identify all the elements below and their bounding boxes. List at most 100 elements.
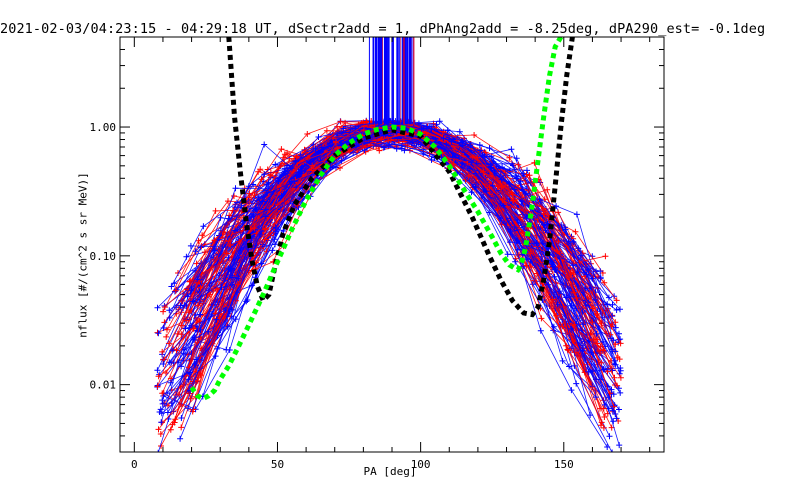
measurement-point xyxy=(200,223,207,230)
measurement-point xyxy=(616,356,623,363)
measurement-point xyxy=(468,159,474,166)
y-tick-label: 0.10 xyxy=(90,250,117,263)
measurement-point xyxy=(602,253,609,260)
measurement-point xyxy=(612,348,619,355)
measurement-point xyxy=(225,238,232,245)
measurement-point xyxy=(612,324,619,331)
measurement-point xyxy=(168,359,175,366)
measurement-point xyxy=(214,345,221,352)
measurement-point xyxy=(617,365,624,371)
measurement-point xyxy=(223,250,230,257)
measurement-point xyxy=(178,322,185,329)
measurement-point xyxy=(281,168,288,175)
measurement-point xyxy=(253,206,260,213)
measurement-point xyxy=(265,185,272,192)
measurement-point xyxy=(160,308,167,315)
measurement-point xyxy=(262,213,269,220)
measurement-point xyxy=(507,228,514,235)
measurement-point xyxy=(617,389,624,396)
measurement-point xyxy=(551,273,558,280)
measurement-point xyxy=(318,144,325,151)
measurement-point xyxy=(187,242,194,249)
measurement-point xyxy=(158,410,165,417)
measurement-point xyxy=(612,341,619,348)
measurement-point xyxy=(342,119,349,126)
measurement-point xyxy=(234,199,240,206)
measurement-point xyxy=(194,302,201,309)
data-layer xyxy=(154,37,624,452)
measurement-point xyxy=(197,244,204,251)
measurement-point xyxy=(178,363,185,370)
measurement-point xyxy=(250,181,257,188)
measurement-point xyxy=(613,307,620,313)
measurement-point xyxy=(440,135,447,142)
measurement-point xyxy=(296,171,303,178)
measurement-point xyxy=(590,336,597,343)
measurement-point xyxy=(533,240,540,247)
measurement-point xyxy=(569,262,576,269)
measurement-point xyxy=(494,206,501,213)
measurement-point xyxy=(192,248,199,255)
measurement-point xyxy=(224,323,231,330)
measurement-point xyxy=(604,444,611,450)
measurement-point xyxy=(274,201,281,208)
measurement-point xyxy=(325,147,332,154)
measurement-point xyxy=(329,134,336,141)
measurement-point xyxy=(568,325,575,332)
measurement-point xyxy=(573,295,580,301)
measurement-point xyxy=(598,359,605,366)
measurement-point xyxy=(610,403,617,410)
measurement-point xyxy=(182,325,189,332)
measurement-point xyxy=(337,118,344,125)
measurement-point xyxy=(536,196,543,203)
measurement-point xyxy=(471,132,478,138)
measurement-point xyxy=(617,306,623,313)
measurement-point xyxy=(232,185,239,192)
measurement-point xyxy=(520,170,527,177)
measurement-point xyxy=(506,180,513,187)
measurement-point xyxy=(577,252,584,259)
measurement-point xyxy=(291,178,298,185)
measurement-point xyxy=(167,426,174,433)
measurement-point xyxy=(401,147,408,154)
measurement-point xyxy=(598,422,604,429)
measurement-point xyxy=(163,370,169,376)
measurement-point xyxy=(572,228,579,235)
measurement-point xyxy=(555,263,562,270)
measurement-point xyxy=(604,301,611,308)
measurement-point xyxy=(251,192,258,199)
measurement-point xyxy=(363,118,370,125)
measurement-point xyxy=(613,297,620,304)
measurement-point xyxy=(549,296,556,303)
measurement-point xyxy=(194,377,201,384)
measurement-point xyxy=(526,172,533,179)
measurement-point xyxy=(158,419,165,426)
measurement-point xyxy=(169,421,176,428)
measurement-point xyxy=(226,286,233,293)
measurement-point xyxy=(538,315,545,322)
measurement-point xyxy=(169,347,176,354)
measurement-point xyxy=(600,338,607,345)
measurement-point xyxy=(225,198,231,205)
measurement-point xyxy=(309,162,316,169)
measurement-point xyxy=(541,222,547,228)
measurement-point xyxy=(506,154,513,161)
measurement-point xyxy=(246,190,253,197)
measurement-point xyxy=(504,251,511,258)
measurement-point xyxy=(499,196,506,203)
measurement-point xyxy=(570,238,576,245)
x-tick-label: 0 xyxy=(131,458,138,471)
measurement-point xyxy=(513,175,520,182)
measurement-point xyxy=(197,284,204,291)
fit-curve-green xyxy=(189,37,564,402)
measurement-point xyxy=(269,247,276,254)
measurement-point xyxy=(610,418,617,425)
x-axis-label: PA [deg] xyxy=(363,465,417,478)
measurement-point xyxy=(617,374,624,381)
fit-curve-black xyxy=(226,37,575,318)
measurement-point xyxy=(332,139,339,146)
measurement-point xyxy=(333,164,339,171)
measurement-point xyxy=(223,346,230,353)
measurement-point xyxy=(613,415,620,422)
